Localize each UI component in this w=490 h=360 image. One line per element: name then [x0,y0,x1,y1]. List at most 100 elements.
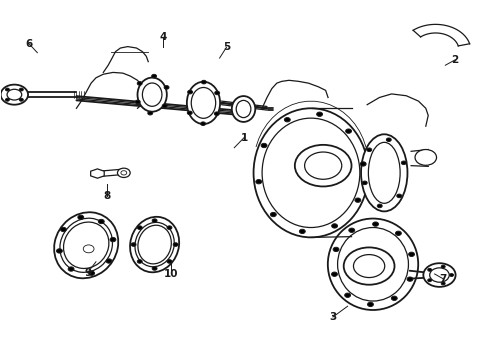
Ellipse shape [187,82,220,124]
Circle shape [360,162,366,166]
Text: 10: 10 [164,269,178,279]
Ellipse shape [262,118,360,228]
Circle shape [98,219,104,224]
Ellipse shape [253,108,368,237]
Circle shape [215,91,220,95]
Circle shape [332,272,338,276]
Circle shape [430,268,449,282]
Ellipse shape [64,222,109,269]
Polygon shape [91,169,104,178]
Circle shape [397,194,402,198]
Circle shape [137,226,142,229]
Circle shape [409,252,415,256]
Text: 9: 9 [84,267,91,278]
Ellipse shape [135,222,174,267]
Circle shape [423,263,456,287]
Circle shape [368,302,373,307]
Circle shape [137,260,142,263]
Circle shape [151,75,156,78]
Circle shape [167,260,172,263]
Circle shape [164,86,169,89]
Circle shape [332,224,338,228]
Circle shape [284,118,290,122]
Ellipse shape [191,87,216,118]
Circle shape [428,269,432,271]
Circle shape [450,274,454,276]
Circle shape [110,238,116,242]
Circle shape [89,271,95,275]
Circle shape [201,122,205,126]
Circle shape [345,129,351,133]
Circle shape [187,111,192,115]
Text: 8: 8 [103,191,111,201]
Ellipse shape [368,142,400,203]
Circle shape [372,222,378,226]
Circle shape [131,243,136,246]
Circle shape [215,112,219,116]
Circle shape [152,219,157,222]
Circle shape [148,111,153,115]
Circle shape [299,229,305,234]
Circle shape [386,138,391,141]
Circle shape [261,143,267,148]
Circle shape [60,228,66,231]
Circle shape [0,85,28,105]
Circle shape [7,89,22,100]
Circle shape [353,255,385,278]
Circle shape [118,168,130,177]
Circle shape [20,88,24,91]
Circle shape [295,145,351,186]
Circle shape [441,265,445,268]
Circle shape [355,198,361,202]
Circle shape [68,267,74,271]
Text: 6: 6 [25,39,33,49]
Text: 5: 5 [223,42,230,52]
Text: 3: 3 [329,312,337,322]
Circle shape [395,231,401,235]
Circle shape [377,204,382,208]
Circle shape [317,112,322,116]
Circle shape [20,98,24,101]
Circle shape [401,161,406,165]
Ellipse shape [328,219,418,310]
Circle shape [428,279,432,282]
Ellipse shape [338,228,409,301]
Ellipse shape [143,83,162,106]
Circle shape [106,259,112,263]
Circle shape [441,282,445,285]
Circle shape [343,247,394,285]
Text: 2: 2 [451,55,459,65]
Circle shape [5,88,9,91]
Ellipse shape [138,78,167,112]
Ellipse shape [361,134,408,211]
Circle shape [415,149,437,165]
Circle shape [173,243,178,246]
Circle shape [188,90,193,94]
Circle shape [78,215,84,220]
Ellipse shape [138,225,172,264]
Circle shape [333,247,339,252]
Circle shape [5,98,9,101]
Circle shape [305,152,342,179]
Text: 7: 7 [439,274,446,284]
Circle shape [270,212,276,217]
Circle shape [344,293,350,297]
Ellipse shape [232,96,255,122]
Ellipse shape [130,217,179,272]
Ellipse shape [236,100,251,118]
Circle shape [167,226,172,229]
Circle shape [137,82,142,85]
Circle shape [152,267,157,270]
Circle shape [121,171,127,175]
Text: 1: 1 [241,133,247,143]
Circle shape [162,104,167,108]
Circle shape [367,148,372,152]
Ellipse shape [60,218,113,272]
Circle shape [349,228,355,233]
Text: 4: 4 [159,32,167,41]
Circle shape [362,181,367,185]
Circle shape [392,296,397,301]
Circle shape [407,277,413,281]
Circle shape [201,80,206,84]
Circle shape [256,180,262,184]
